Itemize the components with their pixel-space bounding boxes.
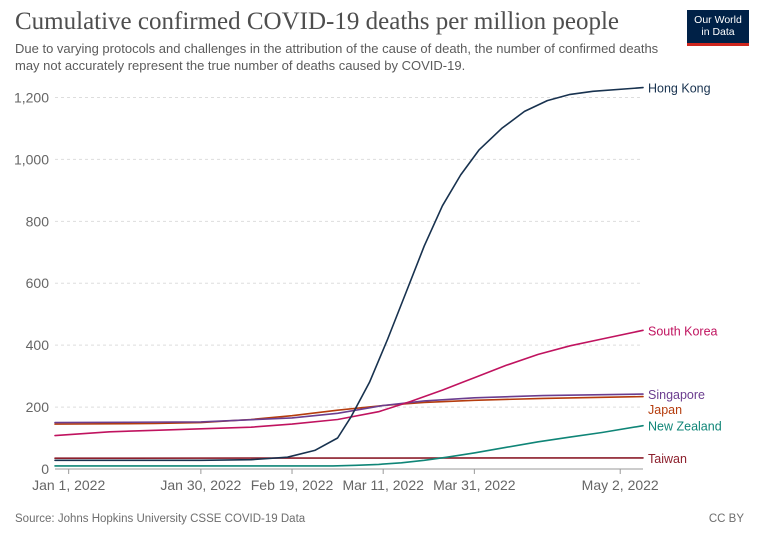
y-tick-label: 800	[26, 213, 50, 229]
y-tick-label: 0	[41, 461, 49, 477]
series-label-taiwan[interactable]: Taiwan	[648, 452, 687, 466]
series-label-new-zealand[interactable]: New Zealand	[648, 420, 722, 434]
x-tick-label: Jan 1, 2022	[32, 477, 105, 493]
series-label-south-korea[interactable]: South Korea	[648, 324, 718, 338]
source-note[interactable]: Source: Johns Hopkins University CSSE CO…	[15, 513, 306, 525]
logo-line-2: in Data	[701, 26, 735, 38]
owid-logo[interactable]: Our World in Data	[687, 10, 749, 46]
series-line-hong-kong[interactable]	[54, 86, 644, 462]
y-tick-label: 600	[26, 275, 50, 291]
logo-line-1: Our World	[694, 14, 742, 26]
license-label[interactable]: CC BY	[708, 513, 744, 525]
series-line-south-korea[interactable]	[54, 329, 644, 437]
series-label-japan[interactable]: Japan	[648, 403, 682, 417]
chart-title: Cumulative confirmed COVID-19 deaths per…	[15, 8, 620, 35]
x-tick-label: Jan 30, 2022	[160, 477, 241, 493]
y-tick-label: 1,200	[14, 89, 49, 105]
y-tick-label: 400	[26, 337, 50, 353]
series-line-new-zealand[interactable]	[54, 424, 644, 467]
logo-accent-bar	[687, 43, 749, 46]
series-line-singapore[interactable]	[54, 393, 644, 424]
y-tick-label: 200	[26, 399, 50, 415]
x-tick-label: Mar 11, 2022	[342, 477, 424, 493]
series-label-singapore[interactable]: Singapore	[648, 388, 705, 402]
chart-subtitle: Due to varying protocols and challenges …	[15, 41, 659, 73]
series-label-hong-kong[interactable]: Hong Kong	[648, 82, 711, 96]
y-tick-label: 1,000	[14, 151, 49, 167]
series-line-japan[interactable]	[54, 395, 644, 425]
x-tick-label: Mar 31, 2022	[433, 477, 516, 493]
x-tick-label: Feb 19, 2022	[251, 477, 334, 493]
x-tick-label: May 2, 2022	[582, 477, 659, 493]
